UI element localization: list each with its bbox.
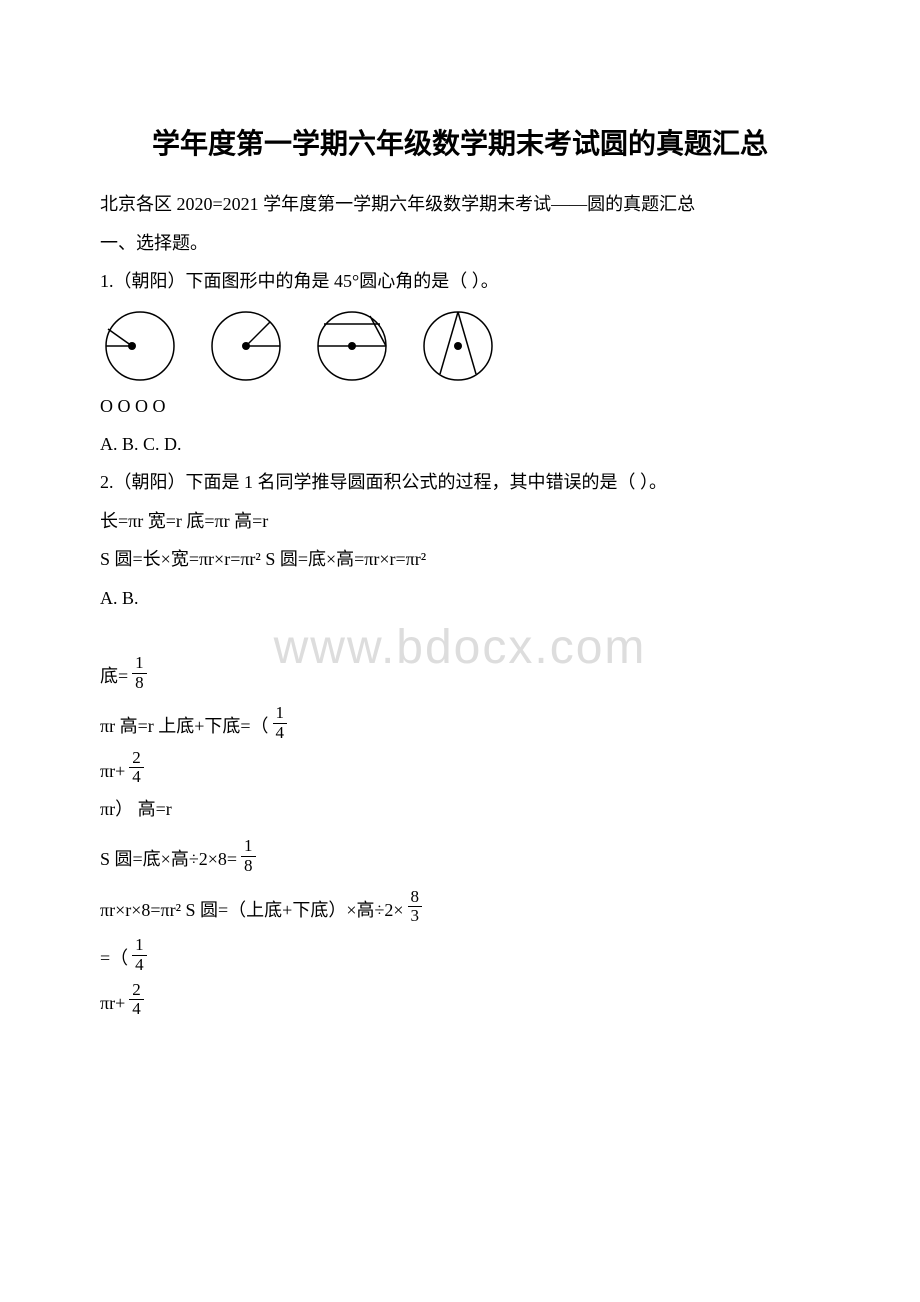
frac-row-5: πr×r×8=πr² S 圆=（上底+下底）×高÷2× 8 3 bbox=[100, 888, 820, 926]
frac-num: 1 bbox=[273, 704, 288, 724]
subtitle: 北京各区 2020=2021 学年度第一学期六年级数学期末考试——圆的真题汇总 bbox=[100, 188, 820, 220]
fraction-2-4: 2 4 bbox=[129, 749, 144, 787]
circle-figure-d bbox=[418, 306, 498, 386]
fraction-1-4: 1 4 bbox=[273, 704, 288, 742]
frac-row-7: πr+ 2 4 bbox=[100, 981, 820, 1019]
q1-o-row: O O O O bbox=[100, 390, 820, 422]
frac-row-4: S 圆=底×高÷2×8= 1 8 bbox=[100, 837, 820, 875]
frac-row-3: πr+ 2 4 bbox=[100, 749, 820, 787]
circle-figure-b bbox=[206, 306, 286, 386]
frac-den: 4 bbox=[129, 1000, 144, 1019]
pir-plus-prefix: πr+ bbox=[100, 755, 125, 787]
q2-line3: A. B. bbox=[100, 582, 820, 614]
fraction-1-8-b: 1 8 bbox=[241, 837, 256, 875]
frac-row-2: πr 高=r 上底+下底=（ 1 4 bbox=[100, 704, 820, 742]
frac-num: 1 bbox=[132, 654, 147, 674]
frac-row-1: 底= 1 8 bbox=[100, 654, 820, 692]
frac-num: 1 bbox=[132, 936, 147, 956]
base-prefix: 底= bbox=[100, 660, 128, 692]
q1-text: 1.（朝阳）下面图形中的角是 45°圆心角的是（ ）。 bbox=[100, 265, 820, 297]
frac-den: 3 bbox=[408, 907, 423, 926]
frac-den: 8 bbox=[132, 674, 147, 693]
document-content: 学年度第一学期六年级数学期末考试圆的真题汇总 北京各区 2020=2021 学年… bbox=[100, 120, 820, 1019]
eq-open: =（ bbox=[100, 942, 128, 974]
frac-num: 1 bbox=[241, 837, 256, 857]
frac-den: 4 bbox=[273, 724, 288, 743]
pir-plus-prefix-2: πr+ bbox=[100, 987, 125, 1019]
q2-line2: S 圆=长×宽=πr×r=πr² S 圆=底×高=πr×r=πr² bbox=[100, 543, 820, 575]
q1-figures bbox=[100, 306, 820, 386]
frac-num: 2 bbox=[129, 749, 144, 769]
frac-num: 8 bbox=[408, 888, 423, 908]
q2-text: 2.（朝阳）下面是 1 名同学推导圆面积公式的过程，其中错误的是（ ）。 bbox=[100, 466, 820, 498]
frac-den: 8 bbox=[241, 857, 256, 876]
fraction-1-8: 1 8 bbox=[132, 654, 147, 692]
frac-row-6: =（ 1 4 bbox=[100, 936, 820, 974]
s-circle-prefix: S 圆=底×高÷2×8= bbox=[100, 843, 237, 875]
fraction-8-3: 8 3 bbox=[408, 888, 423, 926]
frac-den: 4 bbox=[129, 768, 144, 787]
q2-line1: 长=πr 宽=r 底=πr 高=r bbox=[100, 505, 820, 537]
pir-close: πr） 高=r bbox=[100, 793, 820, 825]
circle-figure-a bbox=[100, 306, 180, 386]
section-heading: 一、选择题。 bbox=[100, 227, 820, 259]
fraction-2-4-b: 2 4 bbox=[129, 981, 144, 1019]
frac-num: 2 bbox=[129, 981, 144, 1001]
q1-options: A. B. C. D. bbox=[100, 428, 820, 460]
fraction-1-4-b: 1 4 bbox=[132, 936, 147, 974]
frac-den: 4 bbox=[132, 956, 147, 975]
page-title: 学年度第一学期六年级数学期末考试圆的真题汇总 bbox=[100, 120, 820, 170]
pir-gao-prefix: πr 高=r 上底+下底=（ bbox=[100, 710, 269, 742]
circle-figure-c bbox=[312, 306, 392, 386]
after-s: πr×r×8=πr² S 圆=（上底+下底）×高÷2× bbox=[100, 894, 404, 926]
